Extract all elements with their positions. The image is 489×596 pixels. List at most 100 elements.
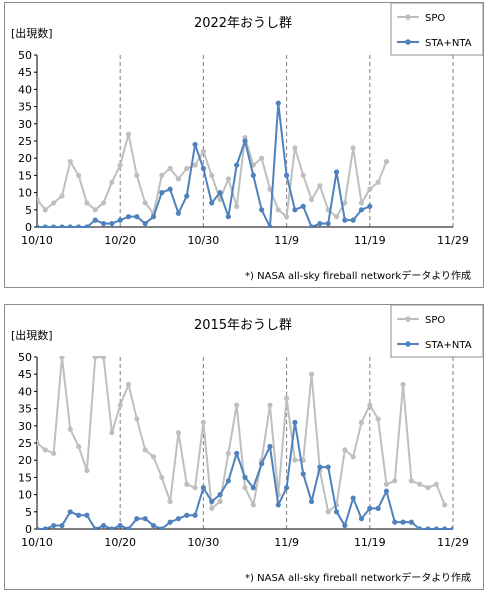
data-point	[292, 457, 298, 463]
data-point	[59, 224, 65, 228]
data-point	[300, 172, 306, 178]
data-point	[59, 193, 65, 199]
legend-swatch-marker	[405, 39, 411, 45]
data-point	[342, 217, 348, 223]
data-point	[350, 495, 356, 501]
data-point	[250, 172, 256, 178]
y-tick-label: 50	[18, 351, 32, 364]
data-point	[417, 526, 423, 530]
data-point	[333, 214, 340, 220]
data-point	[184, 165, 190, 172]
y-tick-label: 40	[18, 83, 32, 96]
data-point	[134, 172, 140, 178]
y-tick-label: 25	[18, 135, 32, 148]
data-point	[167, 165, 173, 172]
data-point	[134, 416, 140, 422]
data-point	[150, 214, 157, 220]
chart-2022: 0 5 10 15 20 25 30 35 40 45 50 10/10 10/20 10/30 11/9 1…	[4, 2, 484, 288]
data-point	[134, 214, 140, 220]
x-tick-label: 10/30	[188, 536, 220, 549]
data-point	[84, 512, 90, 518]
y-tick-label: 50	[18, 49, 32, 62]
x-tick-label: 11/9	[274, 536, 299, 549]
chart-2015-svg: 0 5 10 15 20 25 30 35 40 45 50 10/10 10/20 10/30 11/9 1…	[11, 305, 483, 584]
data-point	[100, 200, 107, 206]
data-point	[342, 200, 348, 206]
y-tick-label: 15	[18, 169, 32, 182]
data-point	[92, 356, 98, 360]
data-point	[392, 478, 398, 484]
data-point	[59, 356, 65, 360]
legend-swatch-marker	[405, 316, 411, 322]
data-point	[317, 220, 323, 227]
data-point	[67, 159, 73, 165]
data-point	[400, 381, 406, 388]
x-tick-label: 11/19	[354, 536, 386, 549]
data-point	[284, 395, 290, 401]
data-point	[100, 356, 107, 360]
data-point	[51, 450, 57, 456]
data-point	[308, 196, 315, 203]
data-point	[200, 485, 206, 491]
data-point	[217, 498, 223, 505]
legend-entry: STA+NTA	[425, 38, 472, 49]
y-tick-label: 45	[18, 368, 32, 381]
data-point	[325, 464, 331, 470]
data-point	[242, 474, 248, 480]
data-point	[292, 145, 298, 151]
data-point	[234, 402, 240, 408]
data-point	[442, 502, 448, 508]
data-point	[259, 207, 265, 213]
data-point	[42, 224, 48, 228]
x-tick-label: 10/20	[104, 234, 136, 247]
data-point	[383, 481, 390, 487]
x-tick-label: 10/10	[21, 536, 53, 549]
x-tick-label: 11/19	[354, 234, 386, 247]
chart-2022-svg: 0 5 10 15 20 25 30 35 40 45 50 10/10 10/20 10/30 11/9 1…	[11, 3, 483, 282]
data-point	[184, 512, 190, 518]
data-point	[308, 498, 315, 505]
data-point	[109, 220, 115, 227]
data-point	[209, 200, 215, 206]
data-point	[442, 526, 448, 530]
data-point	[192, 162, 198, 168]
data-point	[159, 474, 165, 480]
data-point	[358, 200, 365, 206]
y-tick-label: 10	[18, 489, 32, 502]
y-tick-label: 25	[18, 437, 32, 450]
data-point	[167, 498, 173, 505]
data-point	[100, 220, 107, 227]
data-point	[109, 526, 115, 530]
legend-entry: STA+NTA	[425, 340, 472, 351]
data-point	[76, 172, 82, 178]
legend-entry: SPO	[425, 315, 445, 326]
data-point	[142, 447, 148, 453]
data-point	[76, 443, 82, 450]
data-point	[109, 430, 115, 436]
data-point	[159, 172, 165, 178]
data-point	[350, 454, 356, 460]
data-point	[242, 485, 248, 491]
y-tick-label: 0	[25, 523, 32, 536]
y-axis-label: [出現数]	[11, 328, 53, 342]
data-point	[259, 155, 265, 161]
data-point	[267, 224, 273, 228]
data-point	[167, 519, 173, 525]
data-point	[333, 169, 340, 175]
data-point	[125, 214, 132, 220]
data-point	[51, 200, 57, 206]
data-point	[167, 186, 173, 192]
data-point	[275, 207, 281, 213]
legend-box	[390, 3, 483, 56]
data-point	[109, 179, 115, 185]
x-tick-label: 11/29	[437, 536, 469, 549]
data-point	[450, 526, 453, 530]
series-spo	[37, 131, 390, 220]
data-point	[117, 522, 123, 529]
data-point	[192, 141, 198, 148]
data-point	[333, 509, 340, 515]
legend-swatch-marker	[405, 341, 411, 347]
data-point	[234, 162, 240, 168]
y-tick-label: 20	[18, 152, 32, 165]
data-point	[37, 526, 40, 530]
